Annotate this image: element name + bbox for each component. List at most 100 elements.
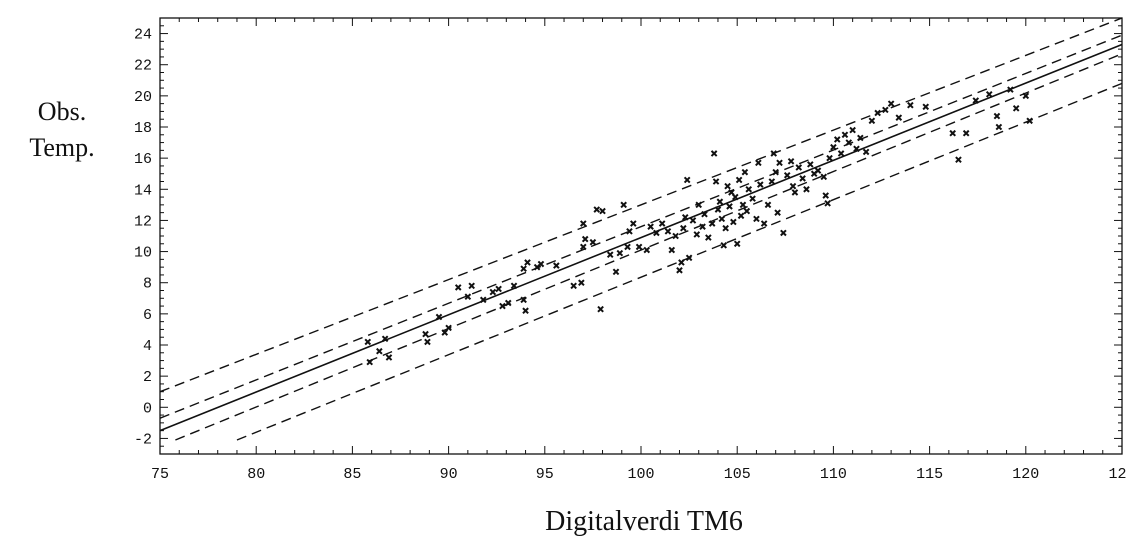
- data-point: [789, 182, 797, 190]
- prediction-band-upper: [159, 17, 1123, 393]
- data-point: [510, 282, 518, 290]
- data-point: [780, 229, 787, 237]
- data-point: [705, 234, 712, 241]
- data-point: [520, 296, 527, 304]
- data-point: [606, 251, 614, 258]
- plot-frame: [159, 17, 1123, 455]
- y-tick-label: 18: [134, 120, 152, 137]
- data-point: [435, 313, 443, 321]
- y-tick-label: 12: [134, 213, 152, 230]
- data-point: [760, 220, 768, 227]
- data-point: [708, 220, 716, 227]
- data-point: [678, 259, 685, 266]
- data-point: [593, 206, 601, 213]
- data-point: [1012, 105, 1020, 112]
- data-point: [995, 123, 1003, 131]
- data-point: [553, 262, 560, 269]
- data-point: [857, 134, 864, 142]
- data-point: [972, 97, 980, 104]
- y-tick-label: 2: [143, 369, 152, 386]
- data-point: [737, 212, 745, 220]
- data-point: [1022, 92, 1030, 100]
- data-point: [716, 198, 724, 206]
- data-point: [726, 203, 733, 210]
- data-point: [853, 145, 860, 153]
- data-point: [643, 246, 651, 254]
- data-point: [756, 181, 764, 188]
- data-point: [626, 228, 633, 235]
- x-tick-label: 120: [1012, 466, 1039, 483]
- data-point: [681, 214, 689, 221]
- data-point: [820, 173, 828, 181]
- data-point: [949, 129, 956, 137]
- data-point: [720, 242, 728, 249]
- data-point: [887, 100, 895, 107]
- data-point: [579, 220, 587, 227]
- data-point: [653, 229, 660, 237]
- data-point: [581, 235, 589, 243]
- data-point: [683, 176, 691, 184]
- data-point: [868, 117, 876, 125]
- data-point: [795, 164, 803, 171]
- data-point: [693, 231, 701, 238]
- data-point: [664, 228, 672, 235]
- data-point: [955, 156, 962, 164]
- data-point: [589, 238, 597, 246]
- y-axis-label-line: Obs.: [38, 97, 86, 126]
- data-point: [768, 178, 776, 185]
- data-point: [755, 159, 762, 167]
- data-points: [364, 86, 1033, 366]
- data-point: [837, 150, 845, 157]
- data-point: [672, 232, 679, 240]
- data-point: [616, 249, 624, 257]
- data-point: [624, 243, 631, 251]
- data-point: [807, 161, 814, 168]
- data-point: [731, 193, 739, 201]
- data-point: [803, 185, 810, 193]
- y-tick-label: -2: [134, 431, 152, 448]
- x-tick-label: 115: [916, 466, 943, 483]
- y-tick-label: 4: [143, 338, 152, 355]
- data-point: [570, 282, 577, 290]
- data-point: [685, 254, 693, 262]
- data-point: [1026, 117, 1033, 125]
- data-point: [658, 220, 666, 227]
- data-point: [845, 139, 853, 146]
- axis-ticks: 7580859095100105110115120125-20246810121…: [134, 17, 1126, 483]
- data-point: [676, 266, 683, 274]
- data-point: [962, 129, 970, 137]
- data-point: [422, 330, 429, 338]
- data-point: [680, 224, 687, 232]
- data-point: [874, 109, 881, 117]
- data-point: [712, 178, 720, 185]
- data-point: [776, 159, 783, 167]
- x-tick-label: 75: [151, 466, 169, 483]
- data-point: [366, 358, 374, 366]
- data-point: [454, 284, 462, 291]
- data-point: [699, 223, 706, 230]
- data-point: [922, 103, 930, 111]
- data-point: [504, 299, 512, 307]
- data-point: [849, 126, 856, 134]
- x-tick-label: 85: [343, 466, 361, 483]
- data-point: [629, 220, 637, 227]
- y-tick-label: 8: [143, 276, 152, 293]
- data-point: [710, 150, 718, 157]
- data-point: [522, 307, 529, 315]
- confidence-band-upper: [159, 34, 1123, 419]
- y-tick-label: 10: [134, 245, 152, 262]
- data-point: [741, 168, 749, 176]
- data-point: [907, 101, 914, 109]
- data-point: [722, 224, 729, 232]
- data-point: [791, 189, 799, 196]
- data-point: [668, 246, 676, 254]
- data-point: [730, 218, 737, 226]
- data-point: [749, 195, 756, 202]
- data-point: [524, 259, 531, 266]
- data-point: [774, 209, 781, 216]
- data-point: [882, 106, 889, 114]
- data-point: [735, 176, 743, 184]
- data-point: [895, 114, 903, 121]
- y-tick-label: 24: [134, 27, 152, 44]
